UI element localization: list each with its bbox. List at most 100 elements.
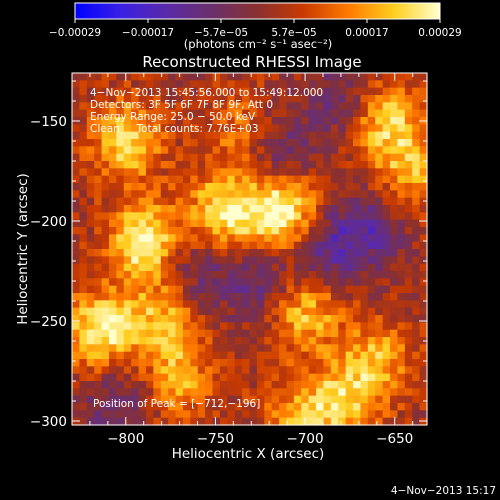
- heatmap-cell: [286, 388, 295, 397]
- heatmap-cell: [212, 278, 221, 287]
- heatmap-cell: [353, 293, 362, 301]
- heatmap-cell: [94, 212, 103, 221]
- heatmap-cell: [412, 117, 421, 125]
- heatmap-cell: [286, 190, 295, 199]
- heatmap-cell: [390, 417, 399, 426]
- heatmap-cell: [138, 366, 147, 375]
- heatmap-cell: [330, 329, 339, 338]
- heatmap-cell: [182, 109, 191, 118]
- heatmap-cell: [94, 315, 103, 323]
- heatmap-cell: [419, 256, 428, 265]
- heatmap-cell: [79, 329, 88, 338]
- heatmap-cell: [271, 241, 280, 250]
- heatmap-cell: [330, 263, 339, 272]
- heatmap-cell: [123, 307, 132, 316]
- heatmap-cell: [390, 329, 399, 338]
- heatmap-cell: [160, 315, 169, 323]
- heatmap-cell: [168, 139, 177, 147]
- heatmap-cell: [79, 131, 88, 140]
- heatmap-cell: [160, 410, 169, 419]
- heatmap-cell: [182, 403, 191, 411]
- heatmap-cell: [390, 373, 399, 382]
- heatmap-cell: [86, 168, 95, 177]
- heatmap-cell: [330, 278, 339, 287]
- heatmap-cell: [412, 175, 421, 184]
- heatmap-cell: [330, 271, 339, 279]
- heatmap-cell: [160, 168, 169, 177]
- heatmap-cell: [168, 388, 177, 397]
- heatmap-cell: [279, 337, 288, 345]
- colorbar-unit-label: (photons cm⁻² s⁻¹ asec⁻²): [184, 37, 332, 51]
- heatmap-cell: [72, 278, 80, 287]
- heatmap-cell: [190, 315, 199, 323]
- heatmap-cell: [375, 359, 384, 367]
- heatmap-cell: [160, 131, 169, 140]
- heatmap-cell: [138, 410, 147, 419]
- heatmap-cell: [323, 271, 332, 279]
- heatmap-cell: [271, 337, 280, 345]
- heatmap-cell: [212, 359, 221, 367]
- heatmap-cell: [182, 388, 191, 397]
- heatmap-cell: [138, 417, 147, 426]
- heatmap-cell: [345, 293, 354, 301]
- heatmap-cell: [175, 322, 184, 331]
- heatmap-cell: [390, 117, 399, 125]
- heatmap-cell: [301, 249, 310, 257]
- heatmap-cell: [94, 271, 103, 279]
- heatmap-cell: [175, 403, 184, 411]
- heatmap-cell: [286, 351, 295, 360]
- heatmap-cell: [286, 366, 295, 375]
- heatmap-cell: [330, 227, 339, 235]
- heatmap-cell: [375, 329, 384, 338]
- heatmap-cell: [338, 300, 347, 309]
- heatmap-cell: [308, 117, 317, 125]
- heatmap-cell: [271, 95, 280, 103]
- heatmap-cell: [79, 344, 88, 353]
- heatmap-cell: [345, 73, 354, 81]
- heatmap-cell: [219, 417, 228, 426]
- heatmap-cell: [94, 183, 103, 191]
- heatmap-cell: [330, 241, 339, 250]
- heatmap-cell: [397, 80, 406, 89]
- heatmap-cell: [316, 329, 325, 338]
- heatmap-cell: [353, 344, 362, 353]
- heatmap-cell: [286, 168, 295, 177]
- heatmap-cell: [404, 234, 413, 243]
- heatmap-cell: [131, 153, 140, 162]
- heatmap-cell: [412, 153, 421, 162]
- heatmap-cell: [404, 87, 413, 96]
- heatmap-cell: [234, 322, 243, 331]
- heatmap-cell: [271, 80, 280, 89]
- heatmap-cell: [308, 322, 317, 331]
- heatmap-cell: [301, 168, 310, 177]
- heatmap-cell: [316, 109, 325, 118]
- heatmap-cell: [390, 190, 399, 199]
- heatmap-cell: [190, 307, 199, 316]
- heatmap-cell: [175, 263, 184, 272]
- heatmap-cell: [308, 212, 317, 221]
- heatmap-cell: [138, 403, 147, 411]
- heatmap-cell: [367, 102, 376, 111]
- heatmap-cell: [279, 80, 288, 89]
- heatmap-cell: [293, 256, 302, 265]
- heatmap-cell: [175, 300, 184, 309]
- heatmap-cell: [79, 388, 88, 397]
- heatmap-cell: [175, 212, 184, 221]
- heatmap-cell: [367, 329, 376, 338]
- heatmap-cell: [101, 153, 110, 162]
- heatmap-cell: [205, 410, 214, 419]
- heatmap-cell: [227, 197, 236, 206]
- heatmap-cell: [79, 263, 88, 272]
- heatmap-cell: [308, 227, 317, 235]
- heatmap-cell: [264, 190, 273, 199]
- heatmap-cell: [234, 197, 243, 206]
- heatmap-cell: [397, 153, 406, 162]
- heatmap-cell: [175, 241, 184, 250]
- heatmap-cell: [323, 344, 332, 353]
- heatmap-cell: [308, 109, 317, 118]
- heatmap-cell: [279, 153, 288, 162]
- heatmap-cell: [390, 87, 399, 96]
- heatmap-cell: [219, 410, 228, 419]
- heatmap-cell: [94, 161, 103, 169]
- heatmap-cell: [256, 73, 265, 81]
